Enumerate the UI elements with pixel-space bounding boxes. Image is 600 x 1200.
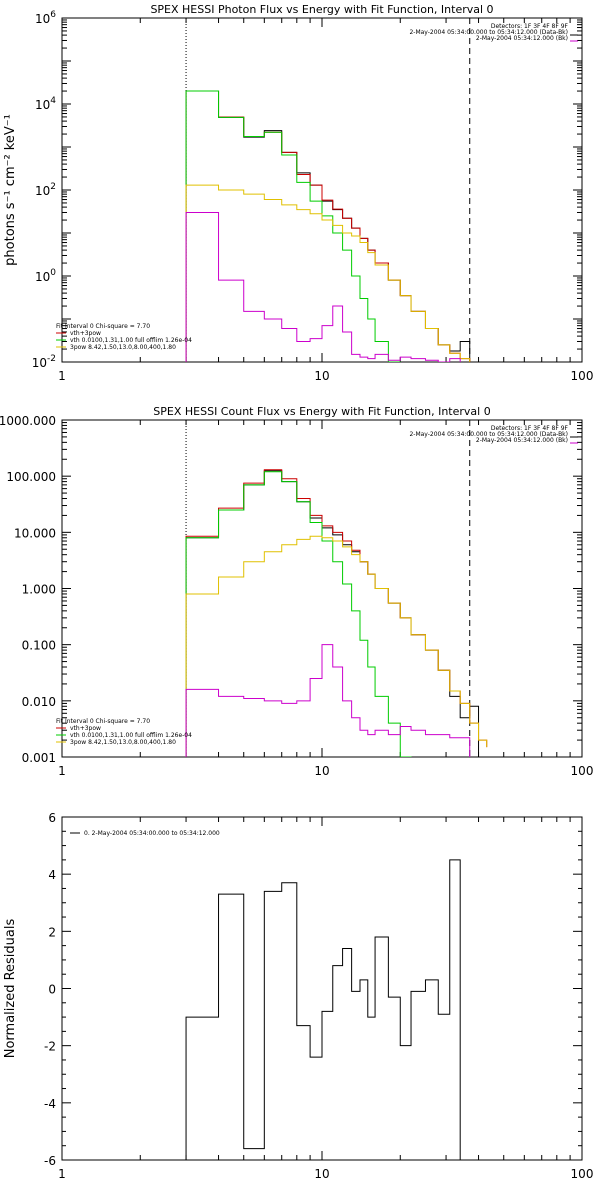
series-data (185, 90, 471, 362)
plot-area (185, 90, 471, 362)
series-residuals (185, 859, 470, 1160)
y-tick-label: 10-2 (32, 354, 56, 370)
y-tick-label: 1000.000 (0, 414, 56, 428)
info-text: 2-May-2004 05:34:12.000 (Bk) (476, 437, 568, 444)
legend-text: Fit Interval 0 Chi-square = 7.70 (56, 718, 150, 725)
y-tick-label: 0 (48, 983, 56, 997)
x-tick-label: 100 (571, 1167, 594, 1181)
legend-text: vth 0.0100,1.31,1.00 full offlim 1.26e-0… (70, 337, 192, 344)
y-axis-label: photons s⁻¹ cm⁻² keV⁻¹ (3, 114, 18, 266)
y-tick-label: 10.000 (14, 526, 56, 540)
legend-text: 3pow 8.42,1.50,13.0,8.00,400,1.80 (70, 739, 176, 746)
series-3pow (185, 535, 488, 757)
plot-area (185, 469, 488, 757)
legend-text: 3pow 8.42,1.50,13.0,8.00,400,1.80 (70, 344, 176, 351)
plot-frame (61, 816, 583, 1161)
y-tick-label: 2 (48, 925, 56, 939)
legend-text: Fit Interval 0 Chi-square = 7.70 (56, 323, 150, 330)
x-tick-label: 10 (314, 369, 329, 383)
panel-resid: 1 10 100 -6 -4 -2 0 2 4 6 Normalized Residuals 0. 2… (3, 811, 593, 1181)
y-tick-label: 6 (48, 811, 56, 825)
legend-text: 0. 2-May-2004 05:34:00.000 to 05:34:12.0… (84, 830, 220, 837)
y-tick-label: -2 (44, 1040, 56, 1054)
plot-area (185, 859, 470, 1160)
info-text: Detectors: 1F 3F 4F 8F 9F (491, 23, 569, 30)
x-tick-label: 1 (58, 369, 66, 383)
y-tick-label: 0.010 (22, 695, 56, 709)
y-tick-label: 100.000 (6, 470, 56, 484)
series-3pow (185, 184, 471, 362)
plot-frame (61, 419, 583, 758)
series-vth (185, 471, 412, 757)
series-bk (185, 211, 471, 362)
x-tick-label: 1 (58, 1167, 66, 1181)
series-bk (185, 644, 471, 757)
series-vth+3pow (185, 90, 471, 362)
panel-photon: SPEX HESSI Photon Flux vs Energy with Fi… (3, 3, 594, 383)
info-text: Detectors: 1F 3F 4F 8F 9F (491, 425, 569, 432)
legend-text: vth+3pow (70, 725, 101, 732)
x-tick-label: 100 (571, 764, 594, 778)
info-text: 2-May-2004 05:34:00.000 to 05:34:12.000 … (409, 29, 568, 36)
x-tick-label: 1 (58, 764, 66, 778)
y-tick-label: 4 (48, 868, 56, 882)
y-axis-label: Normalized Residuals (3, 919, 18, 1059)
y-tick-label: 100 (35, 268, 56, 284)
y-tick-label: 102 (35, 182, 56, 198)
y-tick-label: 106 (35, 10, 56, 26)
y-tick-label: -4 (44, 1097, 56, 1111)
x-tick-label: 100 (571, 369, 594, 383)
y-tick-label: -6 (44, 1154, 56, 1168)
panel-count: SPEX HESSI Count Flux vs Energy with Fit… (0, 405, 594, 778)
info-text: 2-May-2004 05:34:12.000 (Bk) (476, 35, 568, 42)
series-vth+3pow (185, 469, 488, 757)
legend-text: vth 0.0100,1.31,1.00 full offlim 1.26e-0… (70, 732, 192, 739)
info-text: 2-May-2004 05:34:00.000 to 05:34:12.000 … (409, 431, 568, 438)
y-tick-label: 0.001 (22, 751, 56, 765)
legend-text: vth+3pow (70, 330, 101, 337)
y-tick-label: 0.100 (22, 639, 56, 653)
chart-title: SPEX HESSI Count Flux vs Energy with Fit… (153, 405, 490, 418)
x-tick-label: 10 (314, 764, 329, 778)
series-data (185, 470, 480, 757)
chart-title: SPEX HESSI Photon Flux vs Energy with Fi… (150, 3, 493, 16)
series-vth (185, 90, 471, 362)
x-tick-label: 10 (314, 1167, 329, 1181)
y-tick-label: 1.000 (22, 583, 56, 597)
y-tick-label: 104 (35, 96, 56, 112)
